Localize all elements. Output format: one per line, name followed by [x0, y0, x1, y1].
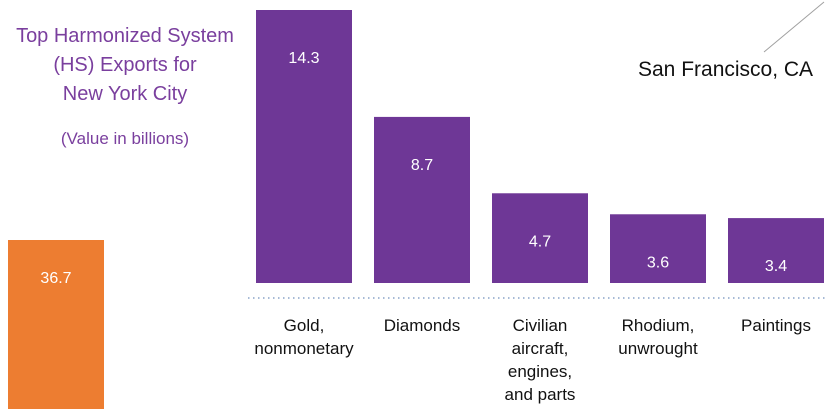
total-bar-value-label: 36.7	[40, 270, 71, 287]
bar-2	[492, 193, 588, 283]
bar-0	[256, 10, 352, 283]
bar-1	[374, 116, 470, 283]
chart-title-block: Top Harmonized System (HS) Exports for N…	[0, 22, 250, 149]
x-tick-label-line: nonmonetary	[254, 339, 354, 358]
city-label-leader-line	[763, 1, 825, 53]
bar-4	[728, 218, 824, 283]
x-tick-label-line: Gold,	[283, 316, 325, 335]
x-tick-label-line: Diamonds	[383, 316, 461, 335]
x-tick-label-2: Civilian aircraft, engines, and parts	[475, 314, 605, 406]
x-tick-label-4: Paintings	[711, 314, 825, 337]
x-tick-label-line: Civilian	[512, 316, 568, 335]
x-tick-label-line: aircraft,	[511, 339, 569, 358]
chart-title-line-1: Top Harmonized System	[16, 25, 234, 47]
chart-title-line-3: New York City	[62, 83, 188, 105]
chart-subtitle: (Value in billions)	[60, 129, 190, 148]
x-tick-label-3: Rhodium, unwrought	[593, 314, 723, 360]
x-tick-label-line: Paintings	[741, 316, 811, 335]
bar-value-label-4: 3.4	[765, 258, 787, 275]
bar-value-label-1: 8.7	[411, 157, 433, 174]
x-tick-label-line: unwrought	[618, 339, 698, 358]
city-label: San Francisco, CA	[638, 58, 814, 81]
chart-title-line-2: (HS) Exports for	[53, 54, 197, 76]
x-tick-label-line: Rhodium,	[621, 316, 695, 335]
x-tick-label-1: Diamonds	[357, 314, 487, 337]
bar-3	[610, 214, 706, 283]
bar-value-label-0: 14.3	[288, 50, 319, 67]
total-bar	[8, 240, 104, 409]
x-tick-label-line: and parts	[504, 385, 576, 404]
x-tick-label-line: engines,	[507, 362, 573, 381]
bar-value-label-3: 3.6	[647, 254, 669, 271]
bar-value-label-2: 4.7	[529, 233, 551, 250]
x-tick-label-0: Gold, nonmonetary	[239, 314, 369, 360]
